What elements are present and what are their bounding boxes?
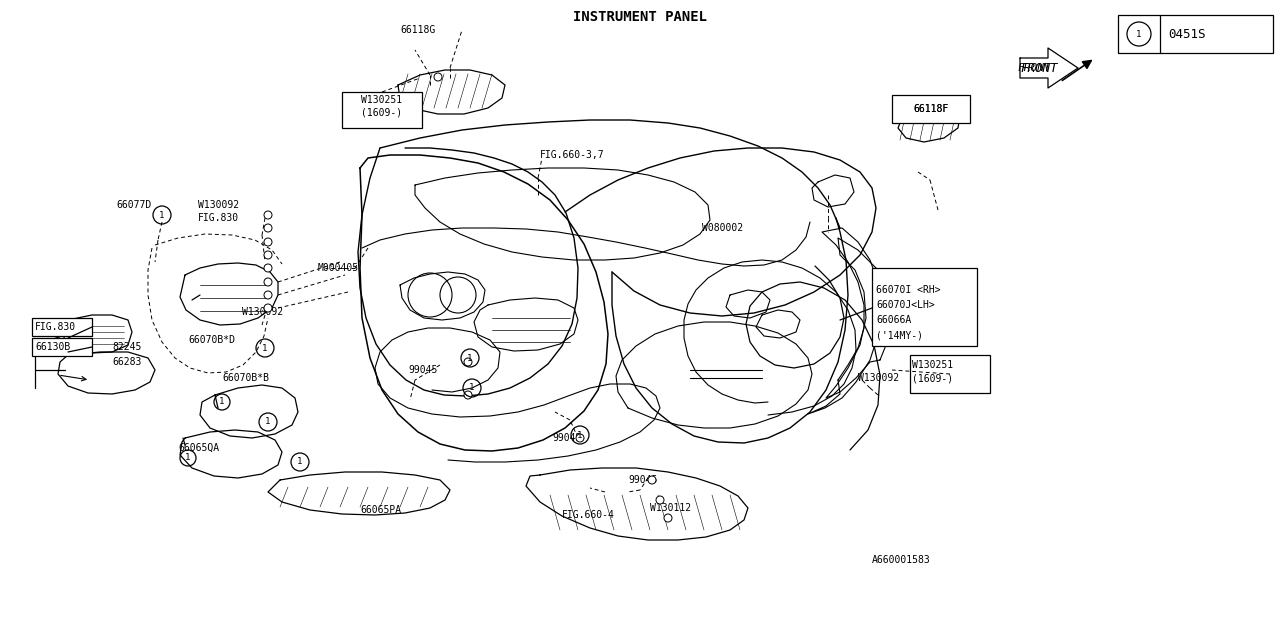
Circle shape bbox=[465, 391, 472, 399]
Text: (1609-): (1609-) bbox=[911, 373, 954, 383]
Bar bbox=[1117, 15, 1274, 53]
Text: 1: 1 bbox=[577, 431, 582, 440]
Text: FRONT: FRONT bbox=[1018, 63, 1052, 73]
Text: 1: 1 bbox=[262, 344, 268, 353]
Text: 1: 1 bbox=[467, 353, 472, 362]
Circle shape bbox=[664, 514, 672, 522]
Text: W130251: W130251 bbox=[911, 360, 954, 370]
Bar bbox=[872, 268, 977, 346]
Text: M000405: M000405 bbox=[317, 263, 360, 273]
Text: 99045: 99045 bbox=[408, 365, 438, 375]
Text: 0451S: 0451S bbox=[1169, 28, 1206, 40]
Text: 66118F: 66118F bbox=[914, 104, 948, 114]
Text: 66283: 66283 bbox=[113, 357, 141, 367]
Text: 66070J<LH>: 66070J<LH> bbox=[876, 300, 934, 310]
Circle shape bbox=[648, 476, 657, 484]
Text: 66077D: 66077D bbox=[116, 200, 151, 210]
Circle shape bbox=[465, 358, 472, 366]
Bar bbox=[910, 355, 989, 393]
Text: W130092: W130092 bbox=[858, 373, 899, 383]
Text: 66118F: 66118F bbox=[914, 104, 948, 114]
Text: 1: 1 bbox=[186, 454, 191, 463]
Text: 66118G: 66118G bbox=[401, 25, 435, 35]
Bar bbox=[892, 95, 970, 123]
Text: INSTRUMENT PANEL: INSTRUMENT PANEL bbox=[573, 10, 707, 24]
Text: W130112: W130112 bbox=[650, 503, 691, 513]
Text: W080002: W080002 bbox=[701, 223, 744, 233]
Bar bbox=[32, 318, 92, 336]
Circle shape bbox=[264, 278, 273, 286]
Text: 66070B*D: 66070B*D bbox=[188, 335, 236, 345]
Circle shape bbox=[264, 211, 273, 219]
Circle shape bbox=[657, 496, 664, 504]
Text: FIG.660-4: FIG.660-4 bbox=[562, 510, 614, 520]
Text: 99045: 99045 bbox=[552, 433, 581, 443]
Text: FRONT: FRONT bbox=[1020, 61, 1057, 74]
Text: 82245: 82245 bbox=[113, 342, 141, 352]
Text: 1: 1 bbox=[1137, 29, 1142, 38]
Circle shape bbox=[264, 224, 273, 232]
Circle shape bbox=[264, 238, 273, 246]
Text: W130092: W130092 bbox=[242, 307, 283, 317]
Text: 1: 1 bbox=[159, 211, 165, 220]
Text: A660001583: A660001583 bbox=[872, 555, 931, 565]
Bar bbox=[342, 92, 422, 128]
Text: 1: 1 bbox=[470, 383, 475, 392]
Text: 1: 1 bbox=[219, 397, 225, 406]
Circle shape bbox=[576, 434, 584, 442]
Text: 1: 1 bbox=[297, 458, 302, 467]
Text: 66066A: 66066A bbox=[876, 315, 911, 325]
Text: FIG.660-3,7: FIG.660-3,7 bbox=[540, 150, 604, 160]
Text: 66070B*B: 66070B*B bbox=[221, 373, 269, 383]
Text: 99045: 99045 bbox=[628, 475, 658, 485]
Text: W130092: W130092 bbox=[198, 200, 239, 210]
Text: 1: 1 bbox=[265, 417, 270, 426]
Text: (1609-): (1609-) bbox=[361, 107, 403, 117]
Circle shape bbox=[434, 73, 442, 81]
Text: 66065QA: 66065QA bbox=[178, 443, 219, 453]
Bar bbox=[32, 338, 92, 356]
Text: W130251: W130251 bbox=[361, 95, 403, 105]
Text: 66065PA: 66065PA bbox=[360, 505, 401, 515]
Circle shape bbox=[264, 304, 273, 312]
Circle shape bbox=[264, 264, 273, 272]
Text: FIG.830: FIG.830 bbox=[198, 213, 239, 223]
Circle shape bbox=[264, 251, 273, 259]
Circle shape bbox=[264, 291, 273, 299]
Text: ('14MY-): ('14MY-) bbox=[876, 330, 923, 340]
Text: 66070I <RH>: 66070I <RH> bbox=[876, 285, 941, 295]
Text: FIG.830: FIG.830 bbox=[35, 322, 76, 332]
Text: 66130B: 66130B bbox=[35, 342, 70, 352]
